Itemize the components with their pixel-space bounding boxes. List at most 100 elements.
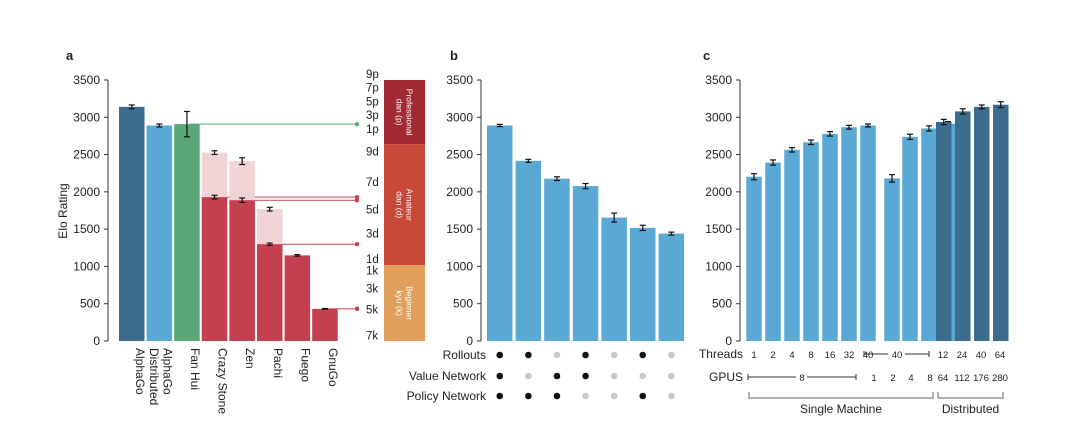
b-y-tick-label: 2000 — [446, 185, 473, 199]
c-y-tick-label: 2000 — [705, 185, 732, 199]
a-rank-band-label: Professionaldan (p) — [395, 89, 415, 136]
a-y-axis-title: Elo Rating — [56, 183, 70, 238]
c-row-label: Threads — [699, 347, 743, 361]
a-rank-band-label: Amateurdan (d) — [395, 189, 415, 221]
c-thread-label: 40 — [863, 350, 874, 361]
c-bar-single-machine — [841, 127, 857, 342]
c-thread-label: 2 — [770, 350, 775, 361]
a-bar — [284, 255, 311, 341]
c-bar-single-machine — [921, 128, 937, 341]
c-thread-label: 8 — [808, 350, 813, 361]
c-span-label-bg — [796, 371, 807, 383]
a-rank-tick-label: 1d — [366, 254, 379, 266]
b-dot-on — [496, 351, 504, 359]
b-bar — [572, 186, 599, 341]
a-rank-tick-label: 9p — [366, 69, 379, 81]
c-bar-single-machine — [902, 136, 918, 341]
a-rank-connector-dot — [354, 194, 360, 200]
b-dot-off — [610, 392, 618, 400]
a-rank-tick-label: 3k — [366, 283, 378, 295]
c-thread-label: 40 — [892, 350, 903, 361]
b-dot-on — [582, 351, 589, 359]
c-gpu-label: 280 — [992, 373, 1008, 384]
c-gpu-label: 1 — [871, 373, 876, 384]
a-rank-tick-label: 3p — [366, 110, 379, 122]
a-y-tick-label: 500 — [80, 297, 100, 311]
a-y-tick-label: 2000 — [73, 185, 100, 199]
a-bar — [312, 308, 338, 341]
b-dot-on — [553, 392, 561, 400]
a-rank-band — [384, 80, 425, 145]
a-rank-band-label-line: kyu (k) — [395, 290, 405, 316]
b-dot-off — [582, 392, 589, 400]
c-gpu-label: 64 — [938, 373, 949, 384]
b-dot-off — [668, 372, 675, 380]
a-rank-band-label: Beginnerkyu (k) — [395, 286, 415, 320]
c-bar-distributed — [936, 121, 952, 342]
b-dot-off — [668, 392, 675, 400]
a-category-label-line: AlphaGo — [160, 348, 174, 395]
a-category-label-line: GnuGo — [326, 348, 340, 387]
a-rank-connector-dot — [354, 306, 360, 312]
c-bar-distributed — [955, 111, 971, 342]
b-bar — [658, 233, 685, 341]
b-dot-off — [610, 351, 618, 359]
c-bar-single-machine — [784, 149, 800, 341]
panel-label-c: c — [703, 48, 710, 63]
a-rank-tick-label: 5p — [366, 96, 379, 108]
a-bar — [229, 200, 255, 341]
a-bar — [257, 244, 283, 341]
panel-c-scaling-chart: 0 500 1000 1500 2000 2500 3000 3500 Threads GPUS 1… — [699, 73, 1009, 416]
a-bar — [146, 125, 173, 341]
c-y-tick-label: 1000 — [705, 259, 732, 273]
c-bar-single-machine — [822, 133, 838, 341]
a-rank-tick-label: 5d — [366, 204, 379, 216]
b-y-tick-label: 0 — [466, 334, 473, 348]
a-category-label: GnuGo — [326, 348, 340, 387]
c-y-tick-label: 3500 — [705, 73, 732, 87]
a-rank-tick-label: 9d — [366, 147, 379, 159]
a-rank-tick-label: 7k — [366, 330, 378, 342]
c-thread-label: 24 — [957, 350, 968, 361]
b-dot-on — [496, 392, 504, 400]
a-category-label-line: Fan Hui — [188, 348, 202, 390]
panel-a-elo-chart: 0 500 1000 1500 2000 2500 3000 3500 Elo Rating Al… — [56, 69, 425, 414]
b-dot-on — [639, 392, 647, 400]
c-bar-single-machine — [884, 178, 900, 341]
b-dot-off — [639, 372, 647, 380]
c-group-bracket — [937, 392, 1004, 399]
a-rank-band-label-line: dan (d) — [395, 191, 405, 218]
a-bar — [119, 106, 145, 342]
c-group-label: Single Machine — [800, 402, 882, 416]
a-category-label: Zen — [243, 348, 257, 369]
a-category-label-line: Pachi — [271, 348, 285, 378]
a-category-label: AlphaGo — [160, 348, 174, 395]
c-bar-single-machine — [803, 142, 819, 341]
a-category-label-line: Crazy Stone — [216, 348, 230, 414]
b-bar — [630, 227, 656, 341]
a-rank-connector-dot — [354, 198, 360, 203]
b-dot-on — [582, 372, 589, 380]
c-bar-distributed — [993, 104, 1009, 341]
b-bar — [515, 160, 542, 341]
a-category-label: Crazy Stone — [216, 348, 230, 414]
b-dot-off — [668, 351, 675, 359]
c-span-label-bg — [888, 348, 905, 360]
c-gpu-label: 4 — [908, 373, 913, 384]
a-y-tick-label: 1000 — [73, 259, 100, 273]
a-bar — [174, 124, 200, 341]
b-y-tick-label: 2500 — [446, 148, 473, 162]
c-y-tick-label: 3000 — [705, 110, 732, 124]
c-thread-label: 32 — [844, 350, 855, 361]
a-category-label-line: AlphaGo — [133, 348, 147, 395]
a-rank-tick-label: 7p — [366, 82, 379, 94]
b-y-tick-label: 3500 — [446, 73, 473, 87]
a-category-label-line: Distributed — [147, 348, 161, 405]
c-thread-label: 4 — [789, 350, 794, 361]
b-bar — [544, 178, 570, 341]
b-dot-on — [496, 372, 504, 380]
b-row-label: Value Network — [409, 369, 487, 383]
a-rank-tick-label: 3d — [366, 229, 379, 241]
b-dot-off — [610, 372, 618, 380]
